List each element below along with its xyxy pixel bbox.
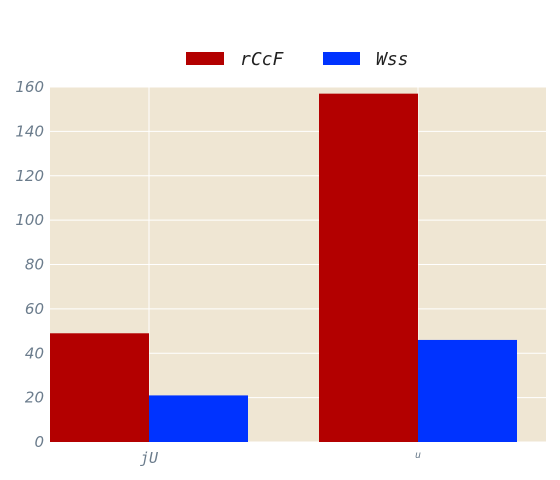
legend-swatch-rccf bbox=[186, 52, 224, 65]
bar-wss-0 bbox=[149, 395, 248, 442]
y-tick-label: 80 bbox=[25, 256, 44, 274]
x-tick-label: u bbox=[415, 450, 421, 461]
bars bbox=[50, 93, 517, 442]
bar-rccf-1 bbox=[319, 93, 418, 442]
legend-swatch-wss bbox=[323, 52, 360, 65]
x-axis-ticks: jU u bbox=[140, 449, 421, 467]
y-tick-label: 0 bbox=[34, 433, 44, 451]
x-tick-label: jU bbox=[140, 449, 159, 467]
legend: rCcF Wss bbox=[186, 49, 409, 70]
y-tick-label: 160 bbox=[15, 78, 44, 96]
y-tick-label: 20 bbox=[25, 389, 44, 407]
bar-rccf-0 bbox=[50, 333, 149, 442]
legend-label-wss: Wss bbox=[376, 49, 409, 70]
y-tick-label: 60 bbox=[25, 300, 44, 318]
y-tick-label: 140 bbox=[15, 122, 44, 140]
legend-label-rccf: rCcF bbox=[240, 49, 285, 70]
y-tick-label: 120 bbox=[15, 167, 44, 185]
y-axis-ticks: 0 20 40 60 80 100 120 140 160 bbox=[15, 78, 44, 451]
y-tick-label: 100 bbox=[15, 211, 44, 229]
bar-wss-1 bbox=[418, 339, 517, 442]
y-tick-label: 40 bbox=[25, 344, 44, 362]
